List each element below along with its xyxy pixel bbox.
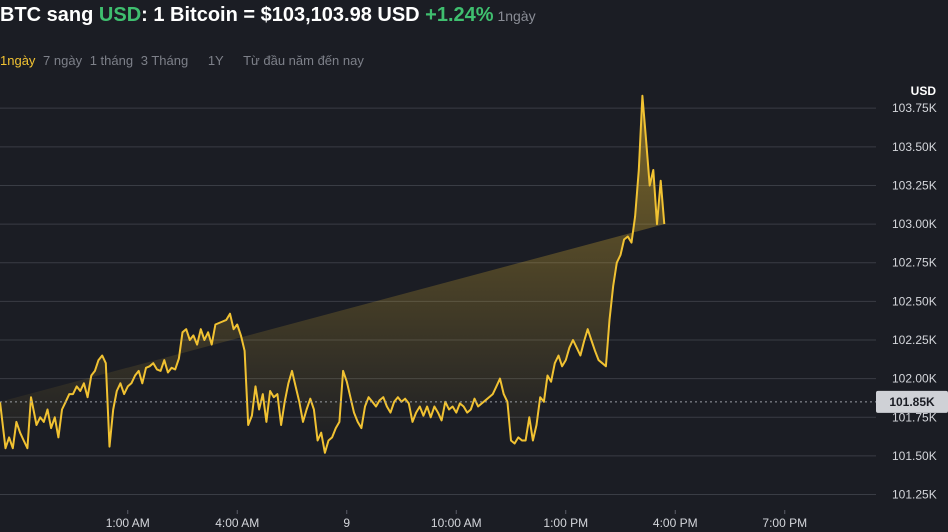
price-line	[0, 94, 666, 454]
y-axis: 101.25K 101.50K 101.75K 102.00K 102.25K 102.5…	[892, 101, 937, 501]
y-tick-label: 102.50K	[892, 294, 937, 308]
price-area	[0, 95, 665, 453]
current-price-label: 101.85K	[889, 395, 935, 409]
x-tick-label: 7:00 PM	[762, 516, 807, 530]
y-tick-label: 102.25K	[892, 333, 937, 347]
y-tick-label: 103.50K	[892, 140, 937, 154]
range-7d[interactable]: 7 ngày	[43, 53, 83, 68]
x-tick-label: 1:00 AM	[106, 516, 150, 530]
x-tick-label: 4:00 PM	[653, 516, 698, 530]
quote-currency-link[interactable]: USD	[98, 4, 142, 26]
y-tick-label: 101.25K	[892, 488, 937, 502]
range-ytd[interactable]: Từ đầu năm đến nay	[243, 53, 364, 68]
y-tick-label: 103.00K	[892, 217, 937, 231]
x-axis: 1:00 AM 4:00 AM 9 10:00 AM 1:00 PM 4:00 PM 7:0…	[106, 510, 807, 530]
range-1d[interactable]: 1ngày	[0, 53, 36, 68]
y-tick-label: 103.75K	[892, 101, 937, 115]
range-1y[interactable]: 1Y	[207, 53, 224, 68]
range-1m[interactable]: 1 tháng	[89, 53, 134, 68]
current-price-badge: 101.85K	[876, 390, 948, 413]
y-tick-label: 102.75K	[892, 256, 937, 270]
page-title: BTC sang USD: 1 Bitcoin = $103,103.98 US…	[0, 4, 536, 27]
x-tick-label: 10:00 AM	[431, 516, 482, 530]
y-tick-label: 102.00K	[892, 372, 937, 386]
x-tick-label: 4:00 AM	[215, 516, 259, 530]
change-percent: +1.24%	[425, 4, 494, 26]
change-period: 1ngày	[493, 8, 536, 24]
range-3m[interactable]: 3 Tháng	[140, 53, 189, 68]
exchange-rate: : 1 Bitcoin = $103,103.98 USD	[141, 4, 426, 26]
range-selector: 1ngày 7 ngày 1 tháng 3 Tháng 1Y Từ đầu n…	[0, 53, 368, 68]
y-tick-label: 101.75K	[892, 410, 937, 424]
y-axis-label: USD	[911, 84, 937, 98]
y-tick-label: 103.25K	[892, 178, 937, 192]
y-tick-label: 101.50K	[892, 449, 937, 463]
x-tick-label: 1:00 PM	[543, 516, 588, 530]
x-tick-label: 9	[343, 516, 350, 530]
base-currency: BTC sang	[0, 4, 99, 26]
